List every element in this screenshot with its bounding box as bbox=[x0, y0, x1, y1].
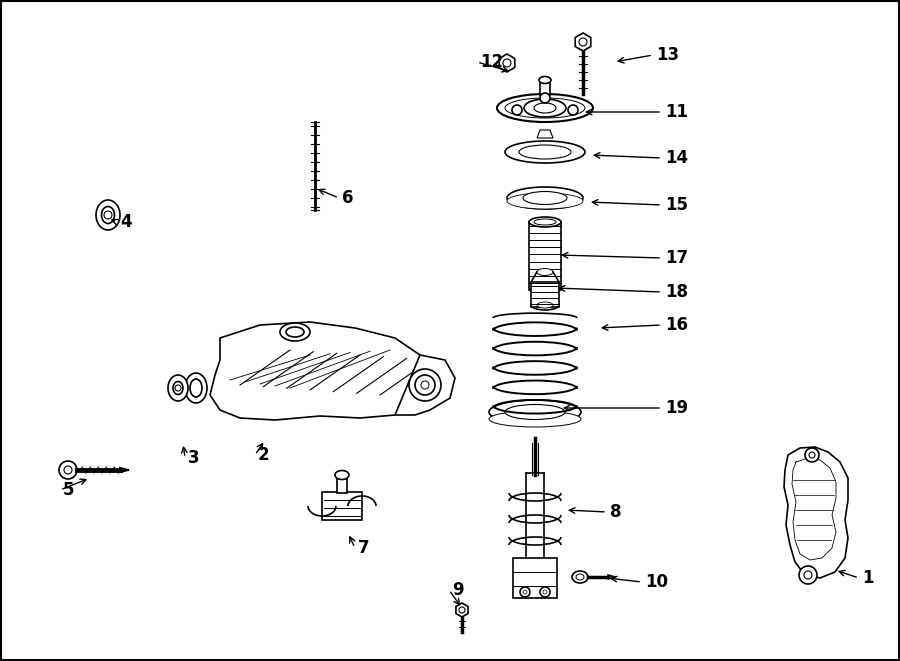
Ellipse shape bbox=[534, 219, 556, 225]
Ellipse shape bbox=[185, 373, 207, 403]
Circle shape bbox=[579, 38, 587, 46]
Ellipse shape bbox=[531, 300, 559, 310]
Ellipse shape bbox=[173, 381, 183, 395]
Ellipse shape bbox=[572, 571, 588, 583]
Ellipse shape bbox=[489, 411, 581, 427]
Circle shape bbox=[415, 375, 435, 395]
Ellipse shape bbox=[529, 217, 561, 227]
Ellipse shape bbox=[286, 327, 304, 337]
Text: 2: 2 bbox=[258, 446, 270, 464]
Ellipse shape bbox=[497, 94, 593, 122]
Circle shape bbox=[421, 381, 429, 389]
Text: 7: 7 bbox=[358, 539, 370, 557]
Circle shape bbox=[175, 385, 181, 391]
Text: 12: 12 bbox=[480, 53, 503, 71]
Text: 3: 3 bbox=[188, 449, 200, 467]
Circle shape bbox=[503, 59, 511, 67]
Ellipse shape bbox=[505, 141, 585, 163]
Text: 5: 5 bbox=[63, 481, 75, 499]
Circle shape bbox=[523, 590, 527, 594]
Ellipse shape bbox=[539, 77, 551, 83]
Circle shape bbox=[409, 369, 441, 401]
Circle shape bbox=[512, 105, 522, 115]
Bar bbox=[531, 282, 559, 307]
Text: 18: 18 bbox=[665, 283, 688, 301]
Ellipse shape bbox=[335, 471, 349, 479]
Polygon shape bbox=[456, 603, 468, 617]
Ellipse shape bbox=[534, 103, 556, 113]
Polygon shape bbox=[575, 33, 590, 51]
Circle shape bbox=[104, 211, 112, 219]
Ellipse shape bbox=[519, 145, 571, 159]
Text: 8: 8 bbox=[610, 503, 622, 521]
Text: 19: 19 bbox=[665, 399, 688, 417]
Text: 17: 17 bbox=[665, 249, 688, 267]
Ellipse shape bbox=[505, 405, 565, 420]
Ellipse shape bbox=[280, 323, 310, 341]
Polygon shape bbox=[210, 322, 432, 420]
Ellipse shape bbox=[96, 200, 120, 230]
Text: 9: 9 bbox=[452, 581, 464, 599]
Circle shape bbox=[809, 452, 815, 458]
Text: 6: 6 bbox=[342, 189, 354, 207]
Ellipse shape bbox=[505, 98, 585, 118]
Circle shape bbox=[540, 93, 550, 103]
Polygon shape bbox=[500, 54, 515, 72]
Ellipse shape bbox=[489, 400, 581, 424]
Circle shape bbox=[543, 590, 547, 594]
Text: 13: 13 bbox=[656, 46, 680, 64]
Bar bbox=[337, 475, 347, 493]
Circle shape bbox=[540, 587, 550, 597]
Circle shape bbox=[804, 571, 812, 579]
Circle shape bbox=[568, 105, 578, 115]
Circle shape bbox=[520, 587, 530, 597]
Ellipse shape bbox=[523, 192, 567, 204]
Polygon shape bbox=[784, 447, 848, 578]
Polygon shape bbox=[395, 355, 455, 415]
Text: 11: 11 bbox=[665, 103, 688, 121]
Bar bbox=[529, 222, 561, 290]
Ellipse shape bbox=[524, 99, 566, 117]
Text: 15: 15 bbox=[665, 196, 688, 214]
Ellipse shape bbox=[537, 268, 553, 276]
Bar bbox=[513, 558, 557, 598]
Text: 16: 16 bbox=[665, 316, 688, 334]
Ellipse shape bbox=[537, 302, 553, 308]
Circle shape bbox=[59, 461, 77, 479]
Circle shape bbox=[459, 607, 465, 613]
Text: 14: 14 bbox=[665, 149, 688, 167]
Ellipse shape bbox=[576, 574, 584, 580]
Bar bbox=[540, 80, 550, 95]
Ellipse shape bbox=[507, 187, 583, 209]
Ellipse shape bbox=[507, 193, 583, 209]
Ellipse shape bbox=[102, 206, 114, 223]
Ellipse shape bbox=[190, 379, 202, 397]
Bar bbox=[322, 492, 362, 520]
Text: 1: 1 bbox=[862, 569, 874, 587]
Circle shape bbox=[805, 448, 819, 462]
Text: 10: 10 bbox=[645, 573, 668, 591]
Text: 4: 4 bbox=[120, 213, 131, 231]
Circle shape bbox=[64, 466, 72, 474]
Circle shape bbox=[799, 566, 817, 584]
Polygon shape bbox=[537, 130, 553, 138]
Ellipse shape bbox=[168, 375, 188, 401]
